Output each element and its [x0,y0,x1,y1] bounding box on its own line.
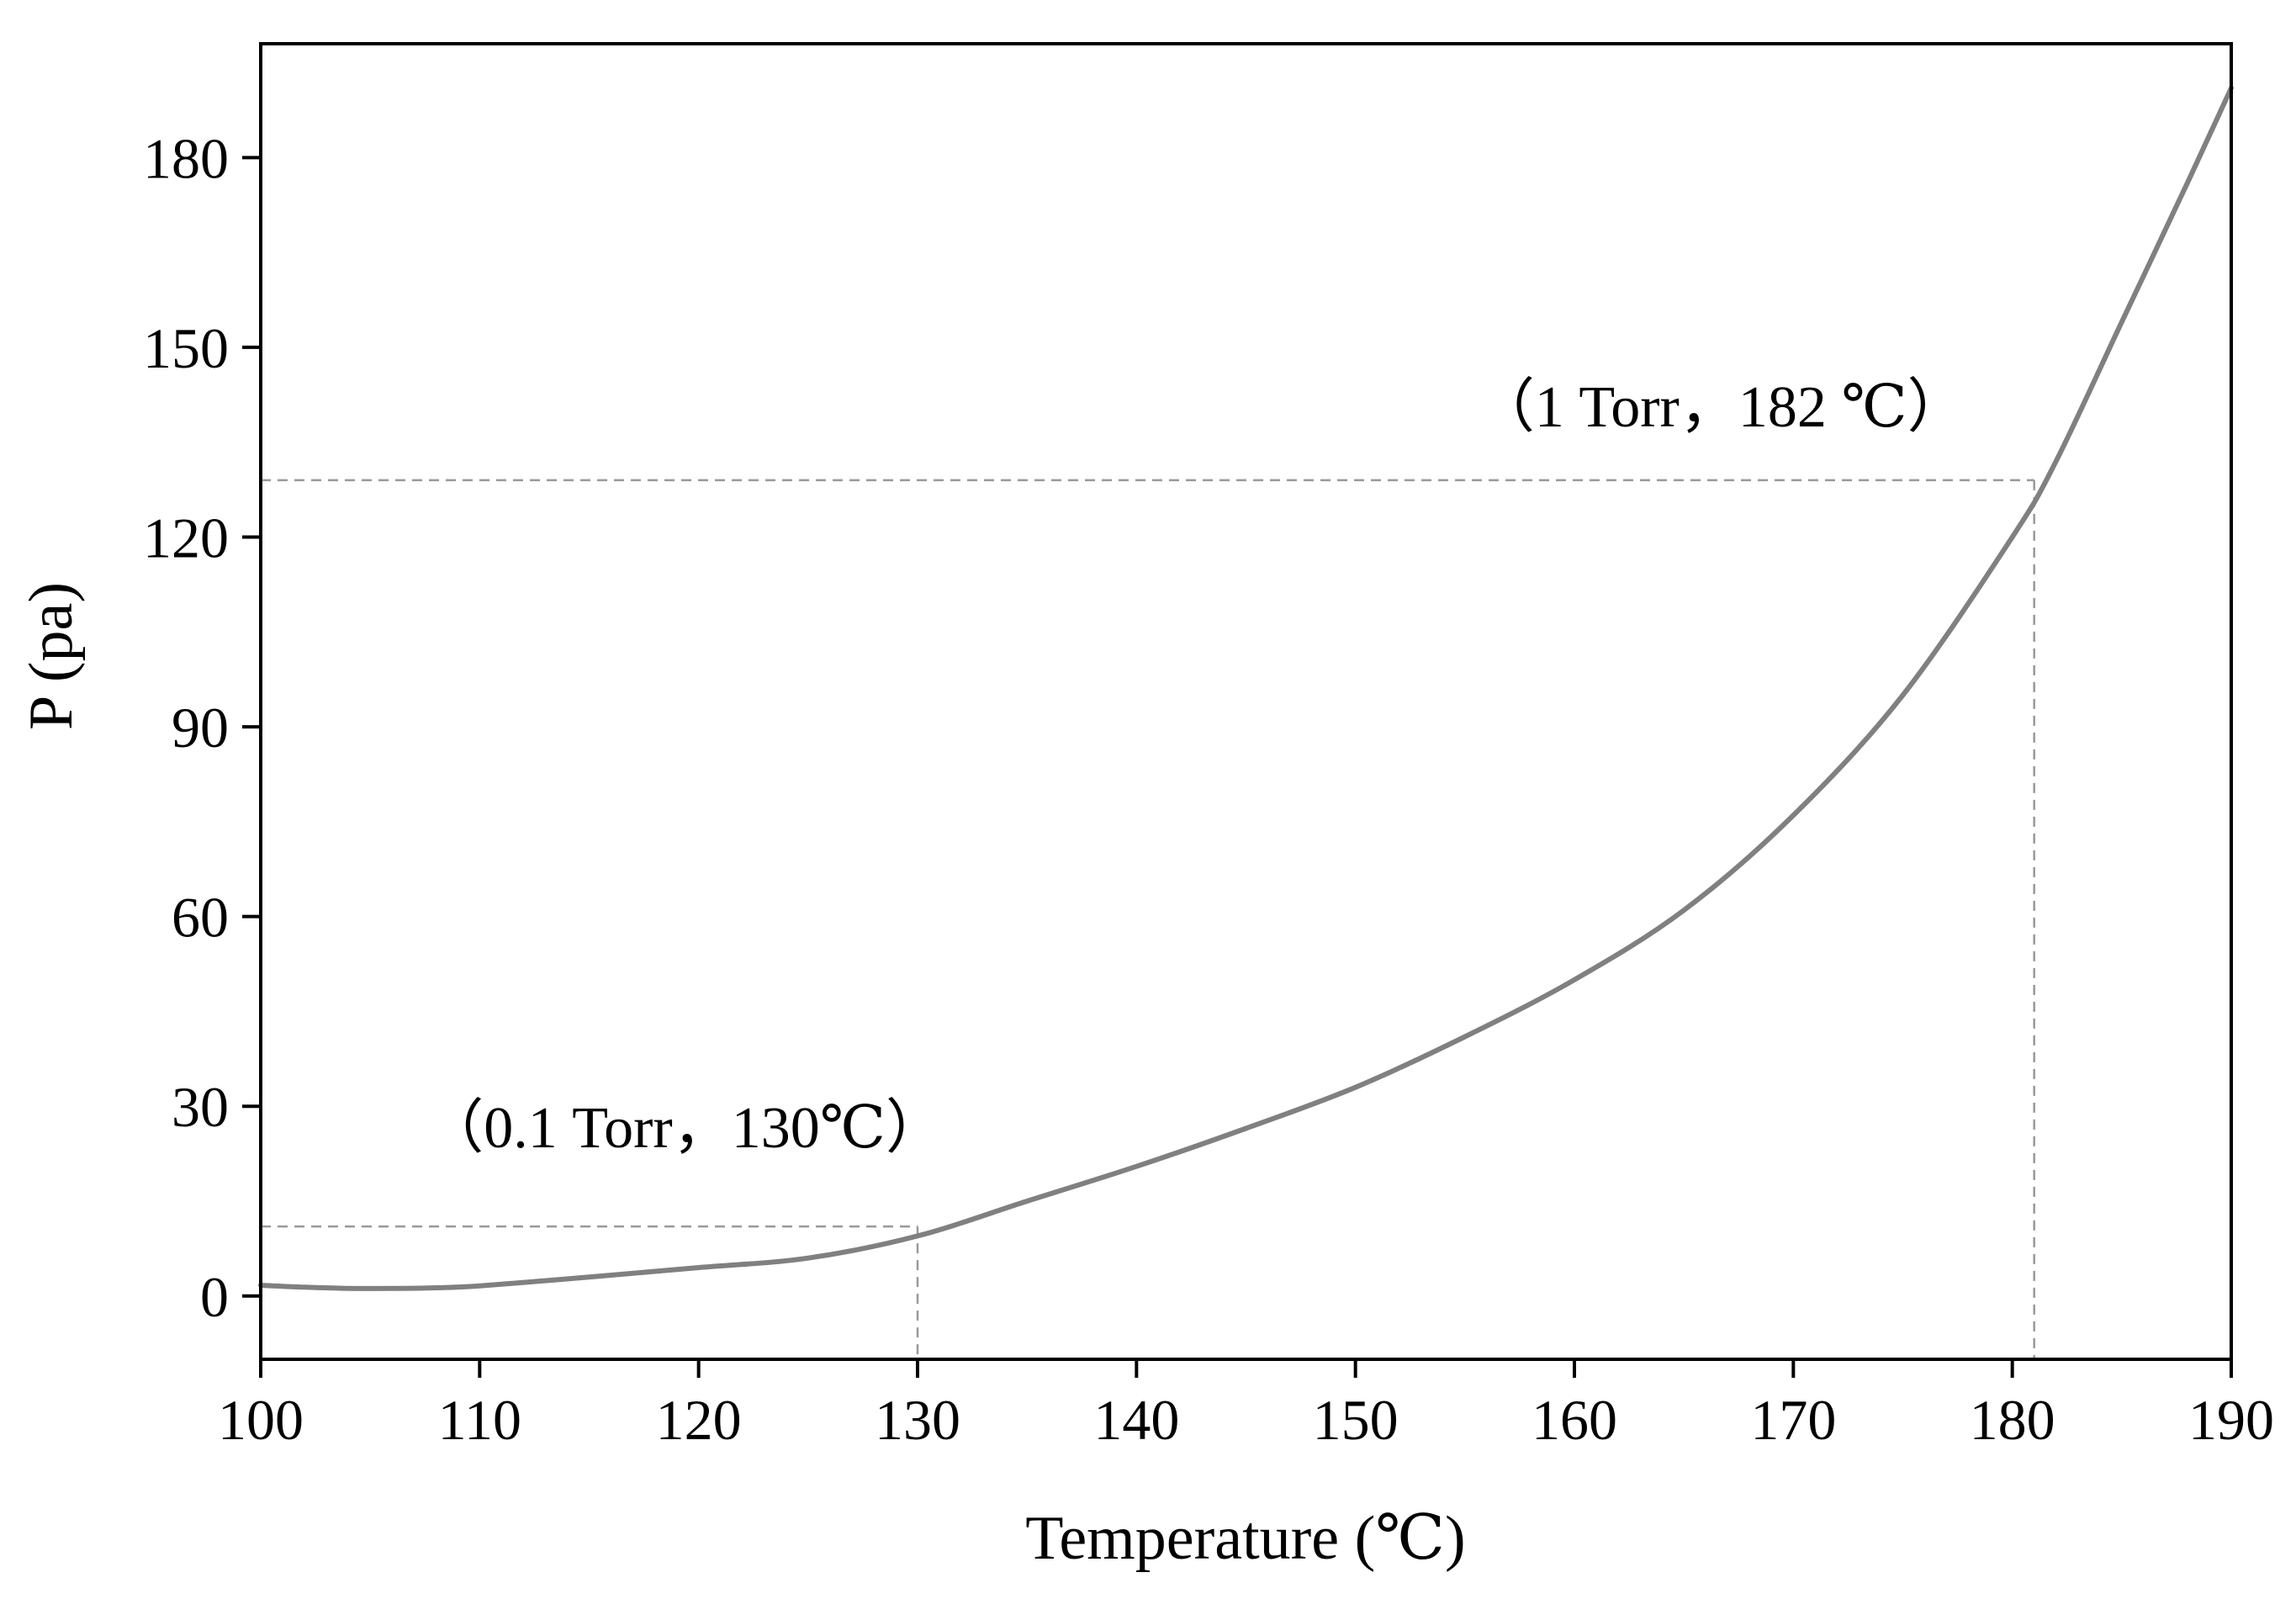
y-tick-label: 180 [143,126,229,190]
x-tick-label: 180 [1970,1388,2055,1452]
y-tick-label: 60 [172,886,229,950]
x-tick-label: 170 [1750,1388,1836,1452]
data-line [258,85,2234,1291]
reference-lines [261,479,2035,1359]
x-tick-label: 190 [2188,1388,2274,1452]
x-tick-label: 120 [656,1388,742,1452]
y-tick-label: 150 [143,316,229,380]
x-tick-label: 100 [218,1388,304,1452]
y-tick-label: 30 [172,1075,229,1139]
y-axis-title: P (pa) [17,582,86,730]
y-tick-label: 0 [200,1265,229,1329]
y-tick-label: 120 [143,506,229,570]
x-tick-label: 130 [875,1388,960,1452]
annotation-low-point: （0.1 Torr，130℃） [425,1096,944,1161]
y-tick-label: 90 [172,696,229,760]
plot-frame [259,42,2233,1361]
annotation-high-point: （1 Torr，182 ℃） [1476,375,1966,440]
x-axis-title: Temperature (℃) [1025,1504,1465,1573]
x-tick-label: 160 [1532,1388,1617,1452]
x-tick-label: 140 [1093,1388,1179,1452]
y-axis: 0 30 60 90 120 150 180 [143,126,261,1329]
x-tick-label: 150 [1313,1388,1399,1452]
x-axis: 100 110 120 130 140 150 160 170 180 190 [218,1359,2274,1452]
x-tick-label: 110 [438,1388,521,1452]
